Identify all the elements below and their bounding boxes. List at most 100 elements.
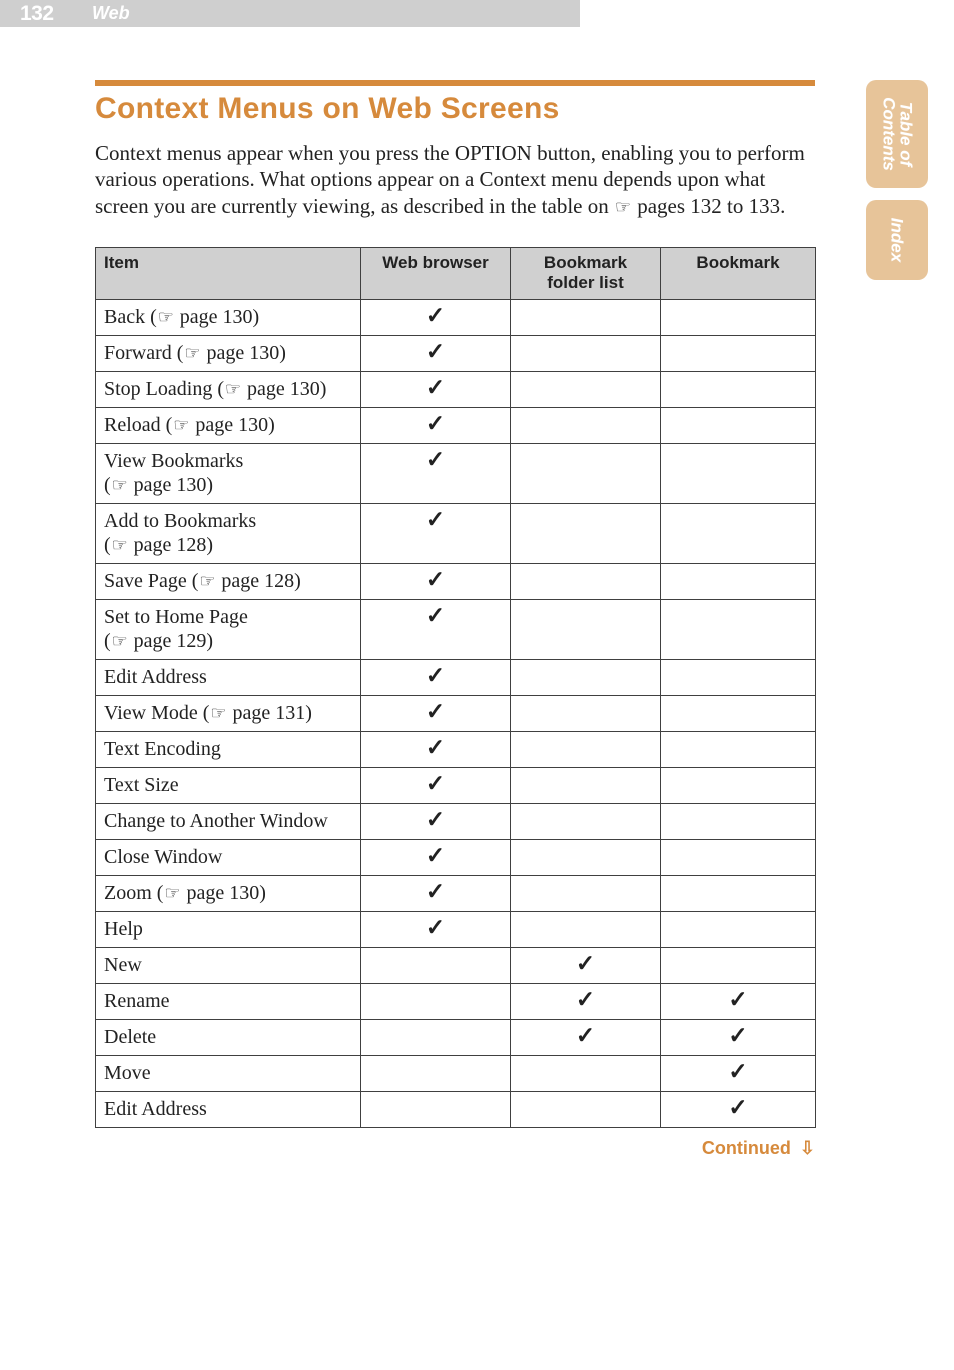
page-heading: Context Menus on Web Screens — [95, 92, 815, 126]
check-cell: ✓ — [661, 1055, 816, 1091]
pointer-icon: ☞ — [198, 571, 216, 593]
check-cell — [511, 911, 661, 947]
table-row: Text Size✓ — [96, 767, 816, 803]
table-row: Move✓ — [96, 1055, 816, 1091]
tab-table-of-contents[interactable]: Table ofContents — [866, 80, 928, 188]
th-bookmark: Bookmark — [661, 247, 816, 299]
check-cell — [661, 659, 816, 695]
pointer-icon: ☞ — [172, 415, 190, 437]
table-row: Rename✓✓ — [96, 983, 816, 1019]
check-cell — [511, 767, 661, 803]
check-cell — [511, 407, 661, 443]
item-cell: Save Page (☞ page 128) — [96, 563, 361, 599]
table-row: Back (☞ page 130)✓ — [96, 299, 816, 335]
check-cell — [661, 299, 816, 335]
item-cell: Delete — [96, 1019, 361, 1055]
check-cell: ✓ — [361, 599, 511, 659]
item-cell: Change to Another Window — [96, 803, 361, 839]
check-cell — [511, 875, 661, 911]
pointer-icon: ☞ — [183, 343, 201, 365]
tab-index[interactable]: Index — [866, 200, 928, 280]
check-cell — [511, 335, 661, 371]
table-row: Help✓ — [96, 911, 816, 947]
check-cell: ✓ — [361, 875, 511, 911]
check-cell: ✓ — [661, 983, 816, 1019]
check-cell: ✓ — [361, 839, 511, 875]
table-row: Edit Address✓ — [96, 659, 816, 695]
context-menu-table: Item Web browser Bookmark folder list Bo… — [95, 247, 816, 1128]
item-cell: Rename — [96, 983, 361, 1019]
check-cell: ✓ — [361, 695, 511, 731]
check-cell — [361, 947, 511, 983]
check-cell — [661, 731, 816, 767]
table-row: Add to Bookmarks(☞ page 128)✓ — [96, 503, 816, 563]
check-cell — [511, 443, 661, 503]
item-cell: New — [96, 947, 361, 983]
continued-label: Continued — [702, 1138, 791, 1158]
table-row: Forward (☞ page 130)✓ — [96, 335, 816, 371]
item-cell: Back (☞ page 130) — [96, 299, 361, 335]
item-cell: Help — [96, 911, 361, 947]
table-row: Close Window✓ — [96, 839, 816, 875]
check-cell: ✓ — [511, 947, 661, 983]
table-row: Delete✓✓ — [96, 1019, 816, 1055]
check-cell — [661, 875, 816, 911]
check-cell — [511, 731, 661, 767]
check-cell — [661, 803, 816, 839]
item-cell: Close Window — [96, 839, 361, 875]
check-cell: ✓ — [661, 1091, 816, 1127]
item-cell: View Bookmarks(☞ page 130) — [96, 443, 361, 503]
table-row: Change to Another Window✓ — [96, 803, 816, 839]
pointer-icon: ☞ — [209, 703, 227, 725]
pointer-icon: ☞ — [163, 883, 181, 905]
tab-toc-label: Table ofContents — [880, 97, 915, 171]
pointer-icon: ☞ — [224, 379, 242, 401]
item-cell: Text Encoding — [96, 731, 361, 767]
check-cell — [661, 503, 816, 563]
item-cell: Forward (☞ page 130) — [96, 335, 361, 371]
tab-index-label: Index — [888, 218, 905, 262]
check-cell — [661, 839, 816, 875]
th-web-browser: Web browser — [361, 247, 511, 299]
check-cell — [661, 407, 816, 443]
check-cell — [361, 1055, 511, 1091]
check-cell: ✓ — [361, 911, 511, 947]
pointer-icon: ☞ — [614, 196, 632, 219]
check-cell — [361, 1019, 511, 1055]
check-cell — [661, 443, 816, 503]
item-cell: View Mode (☞ page 131) — [96, 695, 361, 731]
check-cell — [511, 563, 661, 599]
pointer-icon: ☞ — [111, 535, 129, 557]
table-row: Text Encoding✓ — [96, 731, 816, 767]
th-bookmark-folder-list: Bookmark folder list — [511, 247, 661, 299]
item-cell: Zoom (☞ page 130) — [96, 875, 361, 911]
table-row: Reload (☞ page 130)✓ — [96, 407, 816, 443]
check-cell — [511, 371, 661, 407]
check-cell: ✓ — [361, 299, 511, 335]
check-cell: ✓ — [361, 767, 511, 803]
check-cell — [511, 839, 661, 875]
check-cell — [511, 1055, 661, 1091]
check-cell — [511, 1091, 661, 1127]
table-row: Edit Address✓ — [96, 1091, 816, 1127]
down-arrow-icon: ⇩ — [800, 1138, 815, 1159]
check-cell — [661, 911, 816, 947]
check-cell — [661, 563, 816, 599]
check-cell — [511, 803, 661, 839]
check-cell: ✓ — [361, 407, 511, 443]
check-cell: ✓ — [361, 443, 511, 503]
check-cell — [661, 335, 816, 371]
check-cell — [511, 299, 661, 335]
header-section: Web — [92, 3, 130, 24]
intro-paragraph: Context menus appear when you press the … — [95, 140, 815, 219]
check-cell: ✓ — [361, 659, 511, 695]
heading-rule — [95, 80, 815, 86]
check-cell: ✓ — [361, 563, 511, 599]
check-cell — [511, 599, 661, 659]
check-cell — [661, 767, 816, 803]
check-cell: ✓ — [361, 503, 511, 563]
pointer-icon: ☞ — [157, 307, 175, 329]
page-number: 132 — [20, 2, 54, 26]
table-row: New ✓ — [96, 947, 816, 983]
check-cell: ✓ — [661, 1019, 816, 1055]
